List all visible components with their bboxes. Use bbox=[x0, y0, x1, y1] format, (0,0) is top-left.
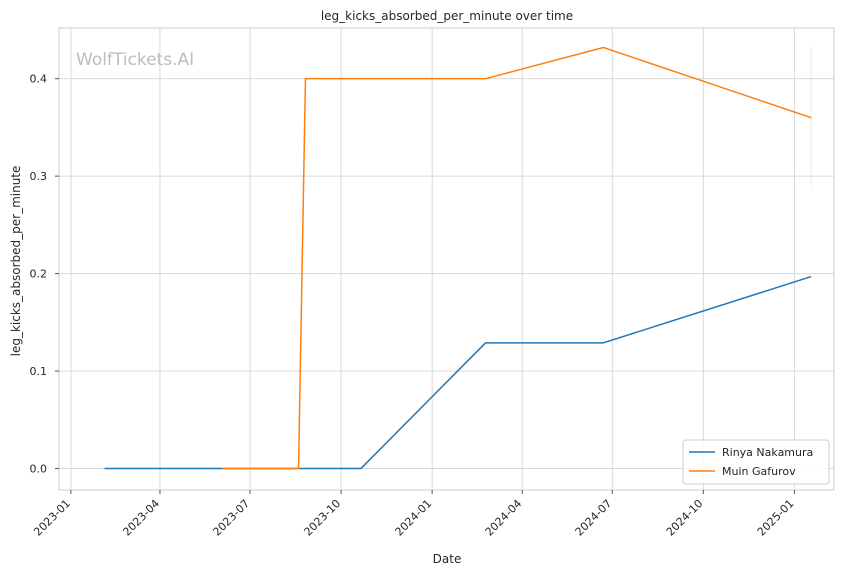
y-tick-label: 0.0 bbox=[30, 463, 48, 476]
y-axis-label: leg_kicks_absorbed_per_minute bbox=[9, 166, 23, 357]
plot-area-frame bbox=[58, 27, 835, 491]
y-tick-label: 0.2 bbox=[30, 268, 48, 281]
y-tick-label: 0.4 bbox=[30, 73, 48, 86]
y-tick-label: 0.1 bbox=[30, 365, 48, 378]
chart-title: leg_kicks_absorbed_per_minute over time bbox=[321, 9, 573, 23]
y-tick-label: 0.3 bbox=[30, 170, 48, 183]
y-tick-labels: 0.0 0.1 0.2 0.3 0.4 bbox=[30, 73, 59, 476]
series-line-muin-gafurov bbox=[222, 46, 812, 470]
legend: Rinya Nakamura Muin Gafurov bbox=[682, 439, 830, 485]
legend-label-rinya-nakamura: Rinya Nakamura bbox=[722, 446, 813, 459]
watermark: WolfTickets.AI bbox=[76, 50, 194, 70]
legend-box bbox=[682, 439, 830, 485]
series-layer bbox=[104, 46, 812, 470]
legend-label-muin-gafurov: Muin Gafurov bbox=[722, 465, 796, 478]
x-axis-label: Date bbox=[433, 552, 462, 566]
